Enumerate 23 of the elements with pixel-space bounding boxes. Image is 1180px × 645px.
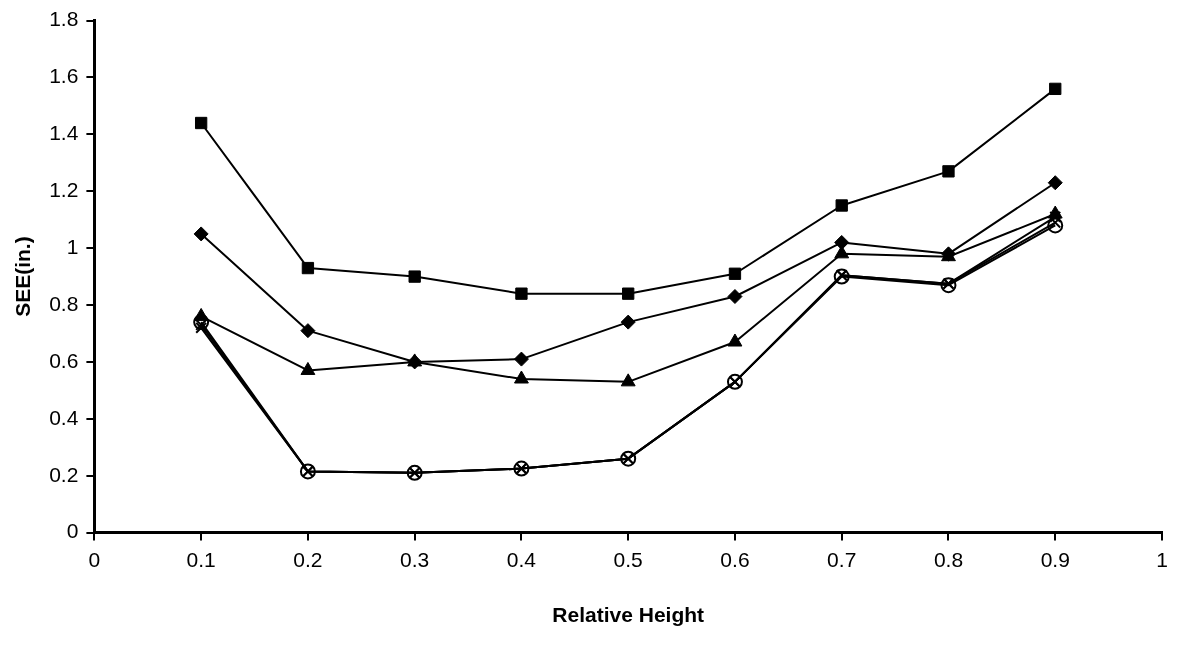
- x-tick-label: 0.7: [827, 548, 857, 571]
- x-tick-label: 0.4: [506, 548, 537, 571]
- x-tick-label: 0: [88, 548, 101, 571]
- y-tick-label: 1.4: [49, 121, 79, 145]
- x-tick-label: 0.1: [186, 548, 216, 571]
- y-axis-title: SEE(in.): [11, 236, 35, 317]
- x-tick-label: 0.9: [1040, 548, 1070, 571]
- x-tick-label: 0.5: [613, 548, 643, 571]
- y-tick-label: 0.4: [49, 405, 79, 429]
- y-tick-label: 0.6: [49, 348, 79, 372]
- y-tick-label: 1.6: [49, 64, 79, 88]
- y-tick-label: 1.8: [49, 7, 79, 31]
- y-tick-label: 0.2: [49, 462, 79, 486]
- x-tick-label: 0.3: [400, 548, 430, 571]
- x-axis-title: Relative Height: [552, 603, 705, 627]
- x-tick-label: 0.6: [720, 548, 750, 571]
- y-tick-label: 0: [66, 519, 79, 543]
- x-tick-label: 0.8: [933, 548, 964, 571]
- y-tick-label: 0.8: [49, 291, 79, 315]
- y-tick-label: 1.2: [49, 178, 79, 202]
- x-tick-label: 1: [1156, 548, 1168, 571]
- x-tick-label: 0.2: [293, 548, 323, 571]
- y-tick-label: 1: [66, 234, 79, 258]
